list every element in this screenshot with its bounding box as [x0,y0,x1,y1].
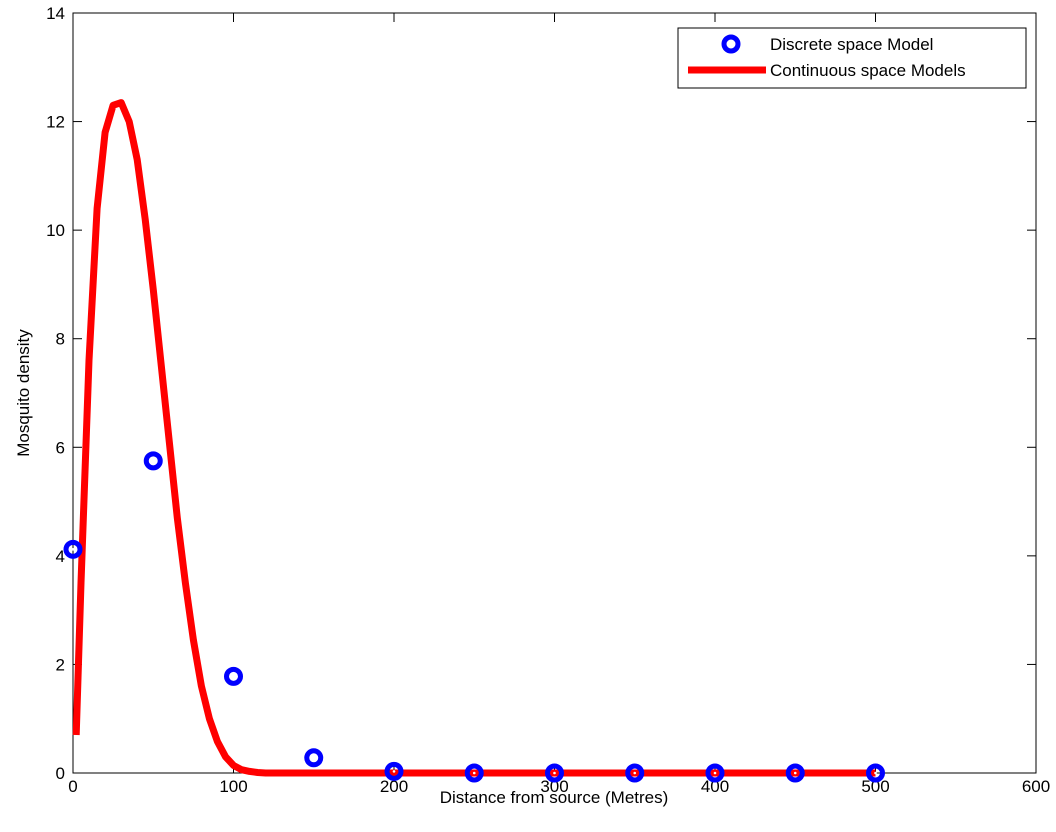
y-tick-label: 2 [56,655,65,674]
y-tick-label: 10 [46,221,65,240]
discrete-point-center [553,771,556,775]
axis-ticks [72,12,1037,774]
legend: Discrete space Model Continuous space Mo… [677,27,1027,89]
x-tick-label: 300 [540,777,568,796]
discrete-point [625,763,645,783]
continuous-line [72,99,876,777]
x-tick-label: 0 [68,777,77,796]
y-tick-labels: 0 2 4 6 8 10 12 14 [46,4,65,783]
discrete-point-center [713,771,717,775]
y-tick-label: 14 [46,4,65,23]
x-tick-label: 200 [380,777,408,796]
discrete-point [224,666,243,686]
discrete-point-center [472,771,476,775]
discrete-point [545,763,564,783]
discrete-point-center [312,756,316,760]
x-tick-labels: 0 100 200 300 400 500 600 [68,777,1050,796]
x-tick-label: 400 [701,777,729,796]
discrete-point-center [71,548,75,551]
y-tick-label: 12 [46,113,65,132]
discrete-point [143,451,163,471]
discrete-point [384,761,404,781]
discrete-point [304,748,324,768]
y-tick-label: 4 [56,547,65,566]
discrete-point-center [874,771,877,775]
discrete-point [63,539,83,559]
continuous-series [72,99,876,777]
discrete-point [705,763,725,783]
x-axis-label: Distance from source (Metres) [440,788,669,807]
x-tick-label: 500 [861,777,889,796]
plot-area [72,12,1037,774]
y-tick-label: 0 [56,764,65,783]
discrete-point-center [633,771,637,775]
discrete-point-center [793,771,797,775]
discrete-point-center [392,770,396,773]
y-tick-label: 8 [56,330,65,349]
legend-marker-discrete [721,34,741,54]
x-tick-label: 600 [1022,777,1050,796]
y-axis-label: Mosquito density [14,329,33,457]
discrete-point [866,763,885,783]
discrete-point-center [151,459,155,463]
discrete-point-center [232,675,235,678]
legend-label-discrete: Discrete space Model [770,35,933,54]
x-tick-label: 100 [219,777,247,796]
discrete-point [785,763,805,783]
discrete-series [63,451,885,783]
y-tick-label: 6 [56,438,65,457]
legend-label-continuous: Continuous space Models [770,61,966,80]
discrete-point [464,763,484,783]
legend-marker-dot [729,42,733,46]
